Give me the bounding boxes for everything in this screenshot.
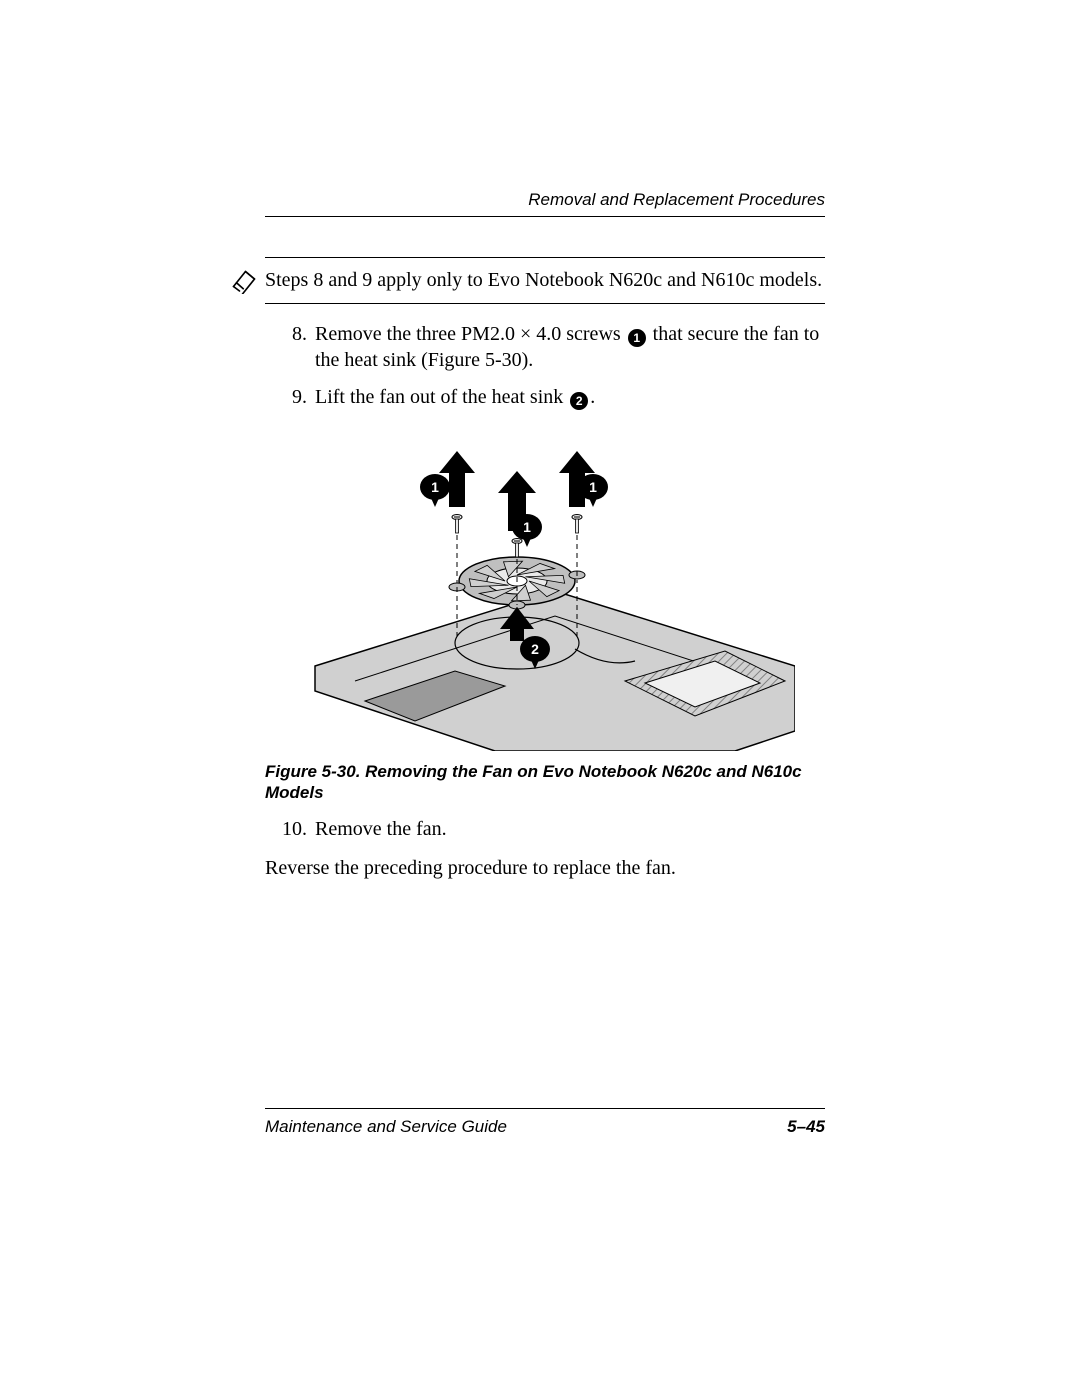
note-text: Steps 8 and 9 apply only to Evo Notebook… xyxy=(265,269,822,291)
section-title: Removal and Replacement Procedures xyxy=(528,190,825,209)
running-header: Removal and Replacement Procedures xyxy=(265,190,825,217)
step-number: 10. xyxy=(265,817,315,843)
step-text-post: . xyxy=(590,386,595,408)
closing-paragraph: Reverse the preceding procedure to repla… xyxy=(265,855,825,881)
callout-ref-2: 2 xyxy=(570,392,588,410)
callout-ref-1: 1 xyxy=(628,329,646,347)
step-body: Lift the fan out of the heat sink 2. xyxy=(315,385,825,411)
step-9: 9. Lift the fan out of the heat sink 2. xyxy=(265,385,825,411)
page-content: Removal and Replacement Procedures Steps… xyxy=(265,190,825,891)
step-number: 8. xyxy=(265,322,315,373)
svg-text:2: 2 xyxy=(531,641,539,657)
svg-text:1: 1 xyxy=(431,479,439,495)
step-body: Remove the three PM2.0 × 4.0 screws 1 th… xyxy=(315,322,825,373)
figure-caption: Figure 5-30. Removing the Fan on Evo Not… xyxy=(265,761,825,804)
step-body: Remove the fan. xyxy=(315,817,825,843)
footer-right: 5–45 xyxy=(787,1117,825,1137)
ordered-steps-contd: 10. Remove the fan. xyxy=(265,817,825,843)
svg-text:1: 1 xyxy=(589,479,597,495)
step-10: 10. Remove the fan. xyxy=(265,817,825,843)
svg-text:1: 1 xyxy=(523,519,531,535)
note-icon xyxy=(229,264,259,294)
ordered-steps: 8. Remove the three PM2.0 × 4.0 screws 1… xyxy=(265,322,825,411)
footer-left: Maintenance and Service Guide xyxy=(265,1117,507,1137)
figure-5-30: 1 1 1 2 xyxy=(265,431,825,751)
step-text-pre: Lift the fan out of the heat sink xyxy=(315,386,568,408)
step-8: 8. Remove the three PM2.0 × 4.0 screws 1… xyxy=(265,322,825,373)
note-block: Steps 8 and 9 apply only to Evo Notebook… xyxy=(265,257,825,304)
page-footer: Maintenance and Service Guide 5–45 xyxy=(265,1108,825,1137)
step-number: 9. xyxy=(265,385,315,411)
figure-illustration: 1 1 1 2 xyxy=(295,431,795,751)
step-text-pre: Remove the three PM2.0 × 4.0 screws xyxy=(315,323,626,345)
